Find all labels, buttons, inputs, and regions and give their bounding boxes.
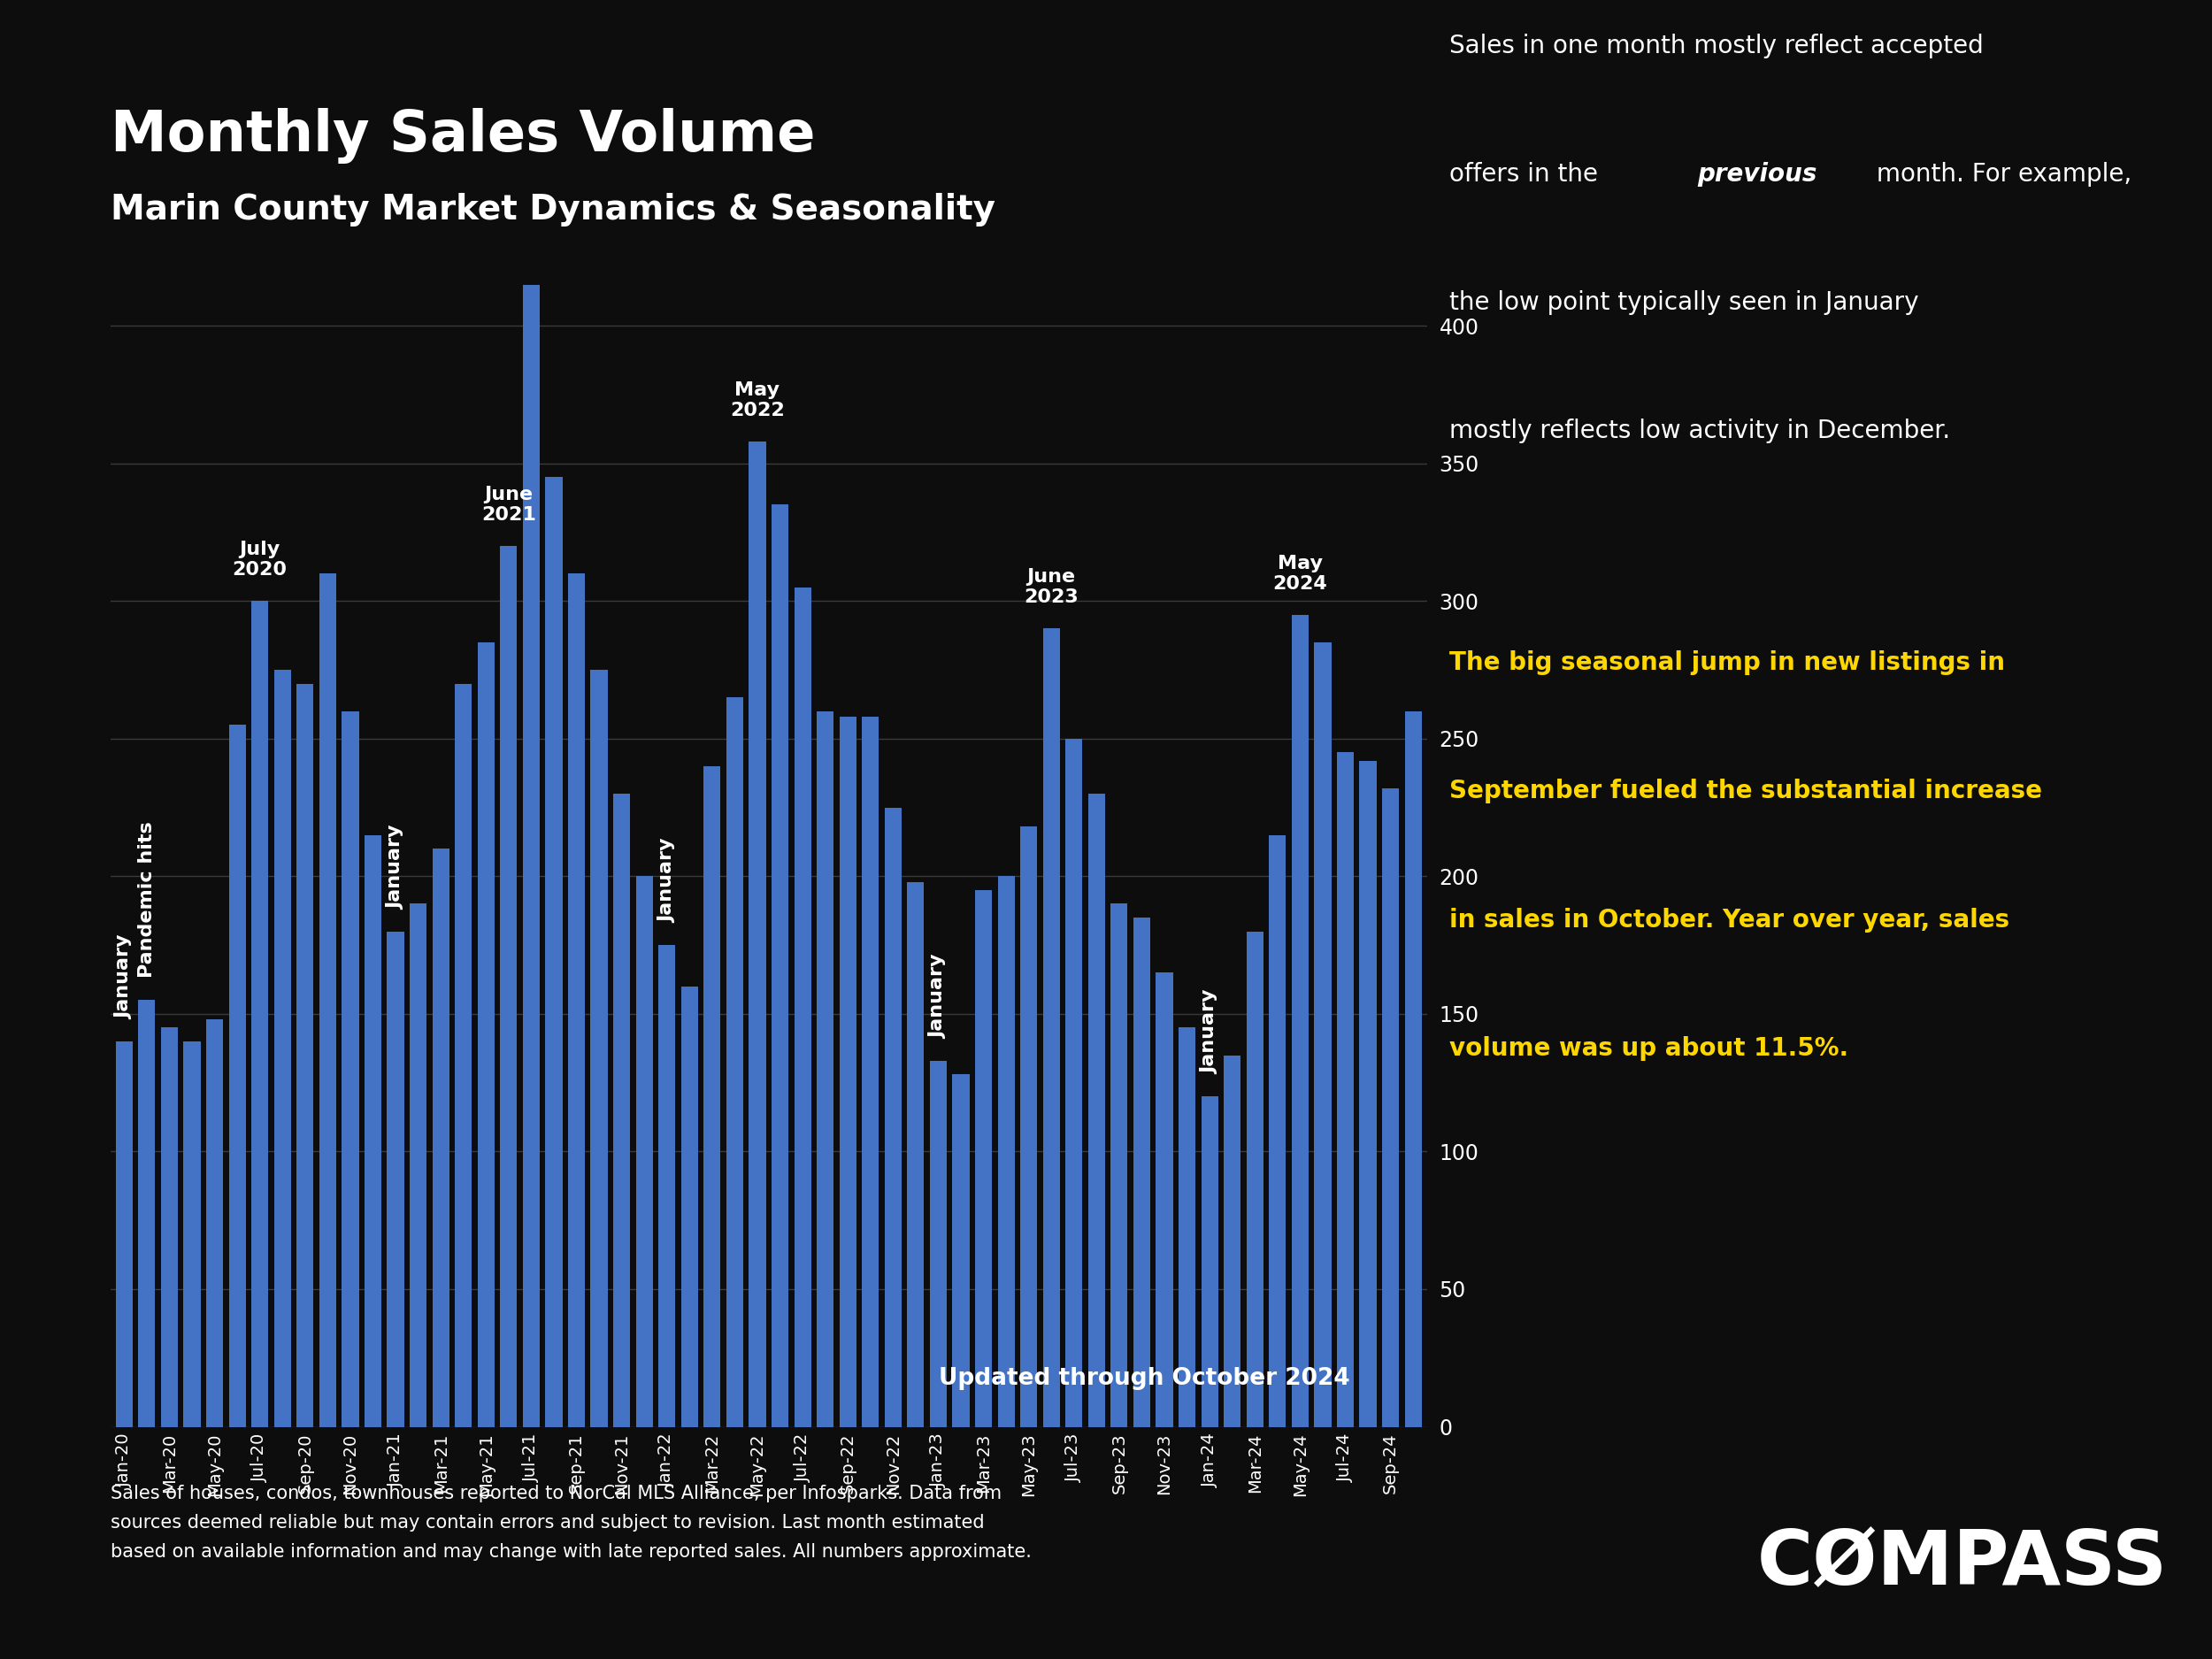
Bar <box>998 876 1015 1427</box>
Bar <box>1292 615 1310 1427</box>
Bar <box>953 1075 969 1427</box>
Bar <box>1042 629 1060 1427</box>
Text: January: January <box>929 954 947 1039</box>
Text: July
2020: July 2020 <box>232 541 288 579</box>
Bar <box>659 946 675 1427</box>
Text: in sales in October. Year over year, sales: in sales in October. Year over year, sal… <box>1449 907 2008 932</box>
Bar <box>228 725 246 1427</box>
Bar <box>343 712 358 1427</box>
Bar <box>296 684 314 1427</box>
Bar <box>794 587 812 1427</box>
Bar <box>681 987 699 1427</box>
Text: January: January <box>115 936 133 1019</box>
Bar <box>206 1019 223 1427</box>
Bar <box>365 834 380 1427</box>
Bar <box>1314 642 1332 1427</box>
Text: Sales in one month mostly reflect accepted: Sales in one month mostly reflect accept… <box>1449 33 1984 58</box>
Text: Marin County Market Dynamics & Seasonality: Marin County Market Dynamics & Seasonali… <box>111 192 995 226</box>
Text: Sales of houses, condos, townhouses reported to NorCal MLS Alliance, per Infospa: Sales of houses, condos, townhouses repo… <box>111 1485 1031 1561</box>
Bar <box>319 574 336 1427</box>
Text: September fueled the substantial increase: September fueled the substantial increas… <box>1449 780 2042 803</box>
Text: CØMPASS: CØMPASS <box>1756 1526 2168 1601</box>
Text: month. For example,: month. For example, <box>1869 161 2132 186</box>
Bar <box>1133 917 1150 1427</box>
Bar <box>1201 1097 1219 1427</box>
Bar <box>409 904 427 1427</box>
Bar <box>184 1042 201 1427</box>
Text: the low point typically seen in January: the low point typically seen in January <box>1449 290 1918 315</box>
Bar <box>1157 972 1172 1427</box>
Bar <box>1110 904 1128 1427</box>
Bar <box>1245 931 1263 1427</box>
Text: mostly reflects low activity in December.: mostly reflects low activity in December… <box>1449 418 1949 443</box>
Bar <box>1336 753 1354 1427</box>
Bar <box>431 849 449 1427</box>
Text: January: January <box>657 838 675 922</box>
Text: May
2024: May 2024 <box>1272 554 1327 592</box>
Bar <box>1088 793 1106 1427</box>
Bar <box>975 889 991 1427</box>
Text: previous: previous <box>1697 161 1816 186</box>
Bar <box>522 284 540 1427</box>
Text: Pandemic hits: Pandemic hits <box>137 821 155 979</box>
Bar <box>1066 738 1082 1427</box>
Bar <box>838 717 856 1427</box>
Bar <box>635 876 653 1427</box>
Bar <box>591 670 608 1427</box>
Bar <box>1270 834 1285 1427</box>
Text: January: January <box>1201 990 1219 1075</box>
Text: volume was up about 11.5%.: volume was up about 11.5%. <box>1449 1035 1847 1060</box>
Bar <box>500 546 518 1427</box>
Bar <box>1405 712 1422 1427</box>
Text: May
2022: May 2022 <box>730 382 785 420</box>
Text: offers in the: offers in the <box>1449 161 1606 186</box>
Bar <box>387 931 405 1427</box>
Text: June
2021: June 2021 <box>482 486 535 524</box>
Bar <box>863 717 878 1427</box>
Bar <box>139 1000 155 1427</box>
Bar <box>1360 760 1376 1427</box>
Bar <box>252 601 268 1427</box>
Bar <box>456 684 471 1427</box>
Text: June
2023: June 2023 <box>1024 569 1079 607</box>
Bar <box>726 697 743 1427</box>
Bar <box>115 1042 133 1427</box>
Text: The big seasonal jump in new listings in: The big seasonal jump in new listings in <box>1449 650 2004 675</box>
Bar <box>1223 1055 1241 1427</box>
Text: January: January <box>387 825 405 909</box>
Bar <box>816 712 834 1427</box>
Bar <box>568 574 584 1427</box>
Bar <box>907 883 925 1427</box>
Bar <box>772 504 787 1427</box>
Bar <box>750 441 765 1427</box>
Text: Monthly Sales Volume: Monthly Sales Volume <box>111 108 816 164</box>
Bar <box>885 808 902 1427</box>
Bar <box>613 793 630 1427</box>
Bar <box>478 642 495 1427</box>
Bar <box>1020 826 1037 1427</box>
Bar <box>1179 1027 1194 1427</box>
Bar <box>929 1060 947 1427</box>
Bar <box>274 670 292 1427</box>
Text: Updated through October 2024: Updated through October 2024 <box>940 1367 1349 1390</box>
Bar <box>546 478 562 1427</box>
Bar <box>1382 788 1398 1427</box>
Bar <box>161 1027 177 1427</box>
Bar <box>703 766 721 1427</box>
